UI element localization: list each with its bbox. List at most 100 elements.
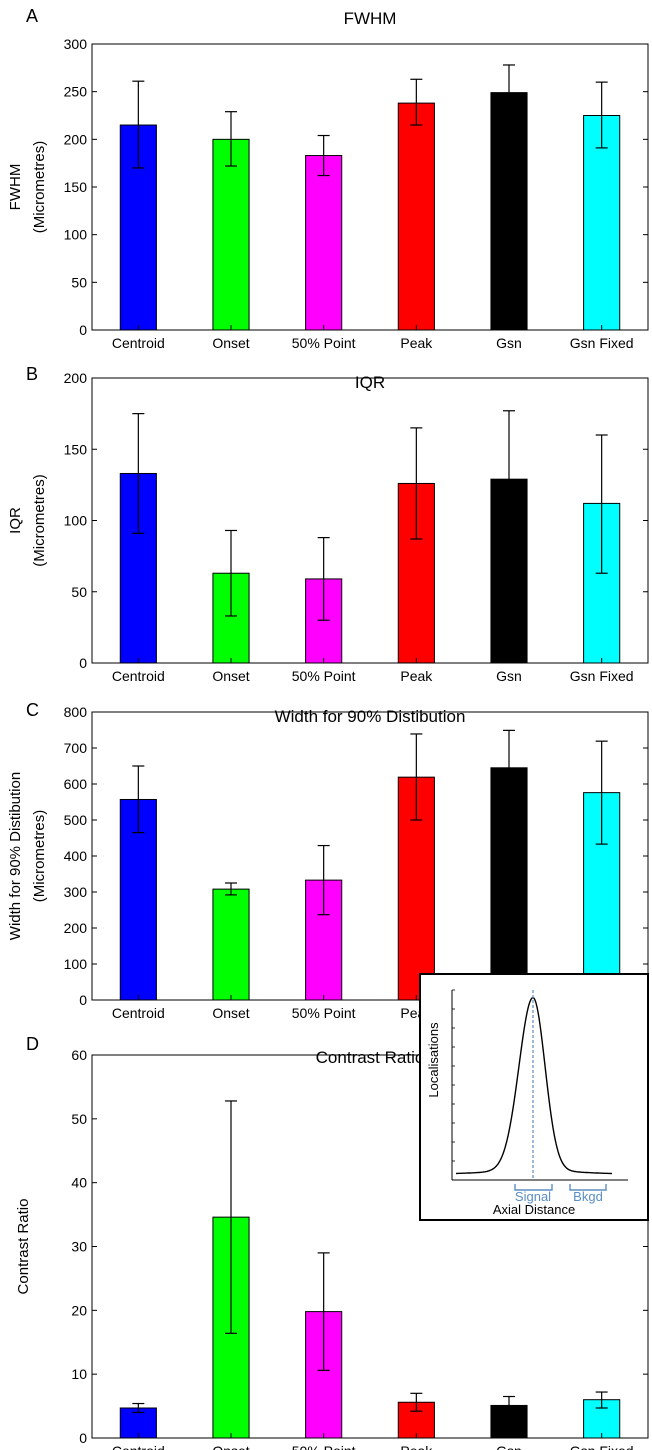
inset-distribution-curve bbox=[456, 996, 612, 1175]
y-tick-label: 200 bbox=[64, 131, 88, 147]
y-tick-label: 600 bbox=[64, 776, 88, 792]
y-axis-label: (Micrometres) bbox=[31, 810, 48, 903]
inset-frame bbox=[419, 973, 649, 1221]
x-tick-label: Onset bbox=[212, 668, 249, 684]
error-bar bbox=[317, 134, 330, 177]
y-axis-label: Contrast Ratio bbox=[15, 1199, 32, 1295]
inset-x-label: Axial Distance bbox=[493, 1202, 575, 1217]
x-tick-label: Gsn bbox=[496, 1443, 522, 1450]
inset-y-label: Localisations bbox=[426, 1022, 441, 1098]
inset-bkgd-bracket bbox=[569, 1184, 607, 1191]
error-bar bbox=[595, 740, 608, 845]
bar-onset bbox=[212, 888, 250, 1001]
y-tick-label: 300 bbox=[64, 884, 88, 900]
error-bar bbox=[595, 81, 608, 149]
y-tick-label: 100 bbox=[64, 227, 88, 243]
error-bar bbox=[317, 536, 330, 621]
error-bar bbox=[132, 80, 145, 169]
y-tick-label: 40 bbox=[71, 1175, 87, 1191]
y-tick-label: 30 bbox=[71, 1239, 87, 1255]
error-bar bbox=[225, 529, 237, 617]
y-tick-label: 0 bbox=[79, 655, 87, 671]
y-tick-label: 150 bbox=[64, 441, 88, 457]
y-tick-label: 200 bbox=[64, 370, 88, 386]
y-tick-label: 100 bbox=[64, 956, 88, 972]
error-bar bbox=[225, 111, 237, 167]
bar-centroid bbox=[119, 472, 157, 664]
y-tick-label: 50 bbox=[71, 274, 87, 290]
error-bar bbox=[410, 78, 423, 126]
x-tick-label: Gsn Fixed bbox=[570, 1443, 634, 1450]
error-bar bbox=[132, 413, 145, 534]
x-tick-label: Gsn Fixed bbox=[570, 335, 634, 351]
inset-plot: Signal Bkgd Axial Distance Localisations bbox=[419, 973, 649, 1221]
x-tick-label: Peak bbox=[400, 668, 433, 684]
bar-peak bbox=[397, 102, 435, 331]
bar-50-point bbox=[305, 155, 343, 331]
error-bar bbox=[410, 733, 423, 821]
error-bar bbox=[225, 882, 237, 896]
error-bar bbox=[132, 1402, 145, 1414]
x-tick-label: Peak bbox=[400, 1443, 433, 1450]
error-bar bbox=[317, 844, 330, 916]
y-axis-label: FWHM bbox=[7, 164, 24, 211]
x-tick-label: Onset bbox=[212, 335, 249, 351]
chart-title: FWHM bbox=[344, 9, 397, 28]
y-tick-label: 300 bbox=[64, 36, 88, 52]
inset-bkgd-label: Bkgd bbox=[573, 1189, 603, 1204]
panel-C: 0 100 200 300 400 500 600 700 800 Centroid Onset 50… bbox=[7, 700, 649, 1021]
y-tick-label: 0 bbox=[79, 1430, 87, 1446]
error-bar bbox=[503, 1395, 515, 1416]
y-axis-label: Width for 90% Distibution bbox=[7, 772, 24, 940]
y-tick-label: 500 bbox=[64, 812, 88, 828]
chart-title: IQR bbox=[355, 373, 385, 392]
error-bar bbox=[317, 1252, 330, 1371]
error-bar bbox=[503, 729, 515, 806]
chart-title: Contrast Ratio bbox=[316, 1048, 425, 1067]
panel-letter: A bbox=[26, 6, 38, 26]
error-bar bbox=[595, 434, 608, 574]
y-tick-label: 10 bbox=[71, 1366, 87, 1382]
y-tick-label: 200 bbox=[64, 920, 88, 936]
x-tick-label: Centroid bbox=[112, 1005, 165, 1021]
error-bar bbox=[503, 410, 515, 549]
x-tick-label: Gsn bbox=[496, 668, 522, 684]
y-tick-label: 250 bbox=[64, 84, 88, 100]
x-tick-label: Onset bbox=[212, 1443, 249, 1450]
x-tick-label: Centroid bbox=[112, 1443, 165, 1450]
x-tick-label: Onset bbox=[212, 1005, 249, 1021]
panel-D: 0 10 20 30 40 50 60 Centroid Onset 50% Point Peak G… bbox=[15, 1034, 649, 1450]
chart-title: Width for 90% Distibution bbox=[275, 707, 466, 726]
y-tick-label: 20 bbox=[71, 1302, 87, 1318]
y-axis-label: IQR bbox=[7, 507, 24, 534]
y-axis-label: (Micrometres) bbox=[31, 474, 48, 567]
error-bar bbox=[225, 1100, 237, 1334]
x-tick-label: 50% Point bbox=[292, 1443, 356, 1450]
error-bar bbox=[410, 1392, 423, 1412]
y-tick-label: 0 bbox=[79, 322, 87, 338]
panel-B: 0 50 100 150 200 Centroid Onset 50% Point Peak Gs… bbox=[7, 364, 649, 684]
inset-y-ticks bbox=[452, 989, 455, 1162]
x-tick-label: Peak bbox=[400, 335, 433, 351]
y-tick-label: 60 bbox=[71, 1047, 87, 1063]
y-tick-label: 400 bbox=[64, 848, 88, 864]
panel-A: 0 50 100 150 200 250 300 Centroid Onset 50% Point… bbox=[7, 6, 649, 351]
x-tick-label: Gsn Fixed bbox=[570, 668, 634, 684]
bar-gsn bbox=[490, 92, 528, 331]
x-tick-label: 50% Point bbox=[292, 335, 356, 351]
y-tick-label: 100 bbox=[64, 513, 88, 529]
x-tick-label: 50% Point bbox=[292, 668, 356, 684]
y-tick-label: 0 bbox=[79, 992, 87, 1008]
y-axis-label: (Micrometres) bbox=[31, 141, 48, 234]
error-bar bbox=[595, 1391, 608, 1409]
x-tick-label: Gsn bbox=[496, 335, 522, 351]
bar-onset bbox=[212, 138, 250, 331]
error-bar bbox=[503, 64, 515, 119]
y-tick-label: 700 bbox=[64, 740, 88, 756]
bar-gsn-fixed bbox=[583, 115, 621, 331]
plot-frame bbox=[91, 711, 649, 1001]
panel-letter: B bbox=[26, 364, 38, 384]
y-tick-label: 50 bbox=[71, 1111, 87, 1127]
bar-gsn bbox=[490, 767, 528, 1001]
